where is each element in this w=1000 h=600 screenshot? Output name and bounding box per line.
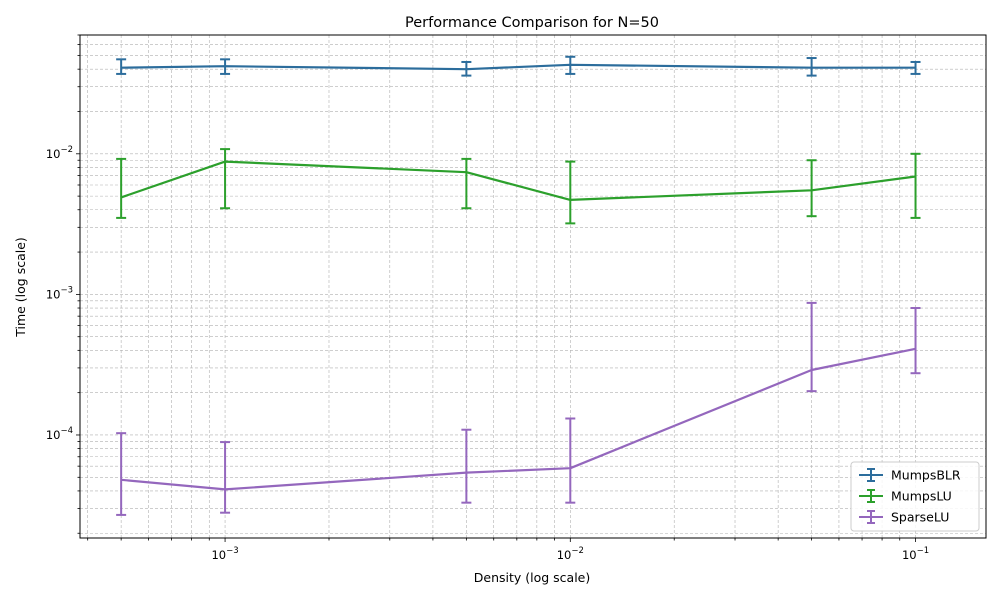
series-SparseLU xyxy=(116,301,921,516)
y-axis-label: Time (log scale) xyxy=(13,237,28,338)
series-line xyxy=(121,63,916,71)
series-MumpsLU xyxy=(116,148,921,225)
series-line xyxy=(120,160,916,201)
y-tick-label: 10−2 xyxy=(46,145,73,161)
legend-item: SparseLU xyxy=(859,510,949,525)
chart-title: Performance Comparison for N=50 xyxy=(405,15,659,31)
legend-label: MumpsBLR xyxy=(891,468,961,483)
series-layer xyxy=(116,55,921,516)
y-tick-label: 10−4 xyxy=(46,426,73,442)
x-axis-label: Density (log scale) xyxy=(474,570,591,585)
legend-item: MumpsBLR xyxy=(859,468,961,483)
series-line xyxy=(120,347,916,491)
grid xyxy=(80,34,986,538)
x-tick-label: 10−1 xyxy=(902,546,929,562)
x-tick-label: 10−2 xyxy=(557,546,584,562)
legend: MumpsBLR MumpsLU SparseLU xyxy=(850,461,980,532)
y-tick-label: 10−3 xyxy=(46,285,73,301)
legend-label: MumpsLU xyxy=(891,489,952,504)
legend-label: SparseLU xyxy=(891,510,949,525)
series-MumpsBLR xyxy=(116,55,921,77)
x-tick-label: 10−3 xyxy=(211,546,238,562)
legend-item: MumpsLU xyxy=(859,489,952,504)
legend-box xyxy=(850,461,980,532)
axis-ticks: 10−3 10−2 10−1 10−4 10−3 10−2 xyxy=(46,34,929,562)
plot-frame xyxy=(79,34,987,539)
